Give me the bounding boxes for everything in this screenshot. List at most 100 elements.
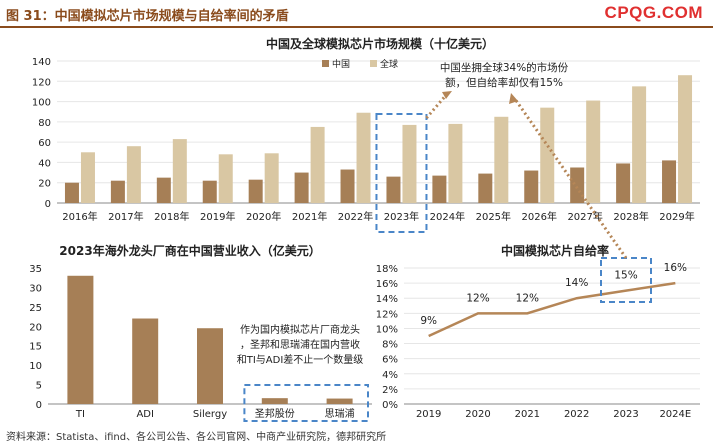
- chart1-x-tick: 2028年: [613, 210, 648, 223]
- chart1-bar-global: [448, 123, 463, 203]
- chart2-y-tick: 20: [29, 322, 42, 333]
- chart1-bar-china: [156, 177, 171, 203]
- chart2-bar: [261, 398, 288, 404]
- chart1-x-tick: 2026年: [522, 210, 557, 223]
- chart1-x-tick: 2029年: [659, 210, 694, 223]
- chart1-x-tick: 2018年: [154, 210, 189, 223]
- source-note: 资料来源：Statista、ifind、各公司公告、各公司官网、中商产业研究院，…: [6, 432, 387, 443]
- figure-title: 图 31：中国模拟芯片市场规模与自给率间的矛盾: [6, 9, 289, 24]
- chart3-x-tick: 2019: [416, 409, 441, 420]
- chart1-bar-global: [310, 126, 325, 203]
- chart2-x-tick: 思瑞浦: [325, 407, 355, 420]
- chart2-bar: [67, 275, 94, 404]
- chart1-bar-global: [586, 100, 601, 203]
- chart1-x-tick: 2021年: [292, 210, 327, 223]
- chart1-y-tick: 120: [32, 77, 51, 88]
- chart2-annotation: 和TI与ADI差不止一个数量级: [237, 353, 364, 366]
- chart3-y-tick: 0%: [382, 400, 398, 411]
- chart3-data-label: 12%: [466, 292, 489, 304]
- chart3-y-tick: 12%: [376, 309, 398, 320]
- chart3-x-tick: 2021: [515, 409, 540, 420]
- chart2-y-tick: 15: [29, 342, 42, 353]
- chart1-legend-label: 中国: [332, 58, 350, 70]
- chart3-x-tick: 2023: [613, 409, 638, 420]
- chart3-y-tick: 18%: [376, 264, 398, 275]
- chart3-y-tick: 16%: [376, 279, 398, 290]
- chart3-annotation-arrowhead: [509, 93, 518, 104]
- figure-header: 图 31：中国模拟芯片市场规模与自给率间的矛盾 CPQG.COM: [0, 0, 713, 28]
- chart1-x-tick: 2023年: [384, 210, 419, 223]
- chart1-bar-china: [386, 176, 401, 203]
- chart3-title: 中国模拟芯片自给率: [501, 243, 609, 258]
- chart1-bar-global: [80, 152, 95, 203]
- chart3-y-tick: 6%: [382, 355, 398, 366]
- chart3-x-tick: 2020: [465, 409, 490, 420]
- chart1-x-tick: 2020年: [246, 210, 281, 223]
- chart1-annotation: 额，但自给率却仅有15%: [445, 76, 563, 89]
- chart3-data-label: 14%: [565, 277, 588, 289]
- chart1-bar-china: [616, 163, 631, 203]
- chart3-y-tick: 2%: [382, 385, 398, 396]
- chart1-x-tick: 2022年: [338, 210, 373, 223]
- chart2-annotation: 作为国内模拟芯片厂商龙头: [240, 323, 360, 336]
- chart2-x-tick: Silergy: [193, 409, 227, 420]
- chart1-annotation-arrow: [425, 93, 449, 119]
- brand-logo: CPQG.COM: [604, 3, 703, 22]
- chart1-title: 中国及全球模拟芯片市场规模（十亿美元）: [266, 36, 494, 51]
- chart1-bar-global: [678, 75, 693, 203]
- chart2-x-tick: TI: [75, 409, 85, 420]
- chart1-annotation-arrowhead: [442, 91, 452, 99]
- chart1-legend-swatch: [370, 60, 377, 67]
- chart1-x-tick: 2019年: [200, 210, 235, 223]
- chart3-y-tick: 10%: [376, 324, 398, 335]
- chart2-x-tick: 圣邦股份: [255, 407, 295, 420]
- chart1-bar-global: [356, 112, 371, 203]
- chart1-x-tick: 2016年: [62, 210, 97, 223]
- chart1-bar-global: [540, 107, 555, 203]
- chart1-y-tick: 20: [38, 179, 51, 190]
- chart2-y-tick: 5: [36, 381, 42, 392]
- chart3-x-tick: 2024E: [659, 409, 691, 420]
- chart2-y-tick: 35: [29, 264, 42, 275]
- chart2-title: 2023年海外龙头厂商在中国营业收入（亿美元）: [59, 243, 320, 258]
- chart3-series-line: [428, 281, 676, 338]
- chart3-data-label: 9%: [420, 315, 437, 327]
- chart3-y-tick: 4%: [382, 370, 398, 381]
- chart1-y-tick: 140: [32, 57, 51, 68]
- chart1-y-tick: 80: [38, 118, 51, 129]
- chart1-x-tick: 2027年: [567, 210, 602, 223]
- chart2-annotation: ，圣邦和思瑞浦在国内营收: [240, 338, 360, 351]
- chart3-data-label: 12%: [516, 292, 539, 304]
- chart1-x-tick: 2025年: [476, 210, 511, 223]
- chart1-bar-china: [432, 175, 447, 203]
- chart1-bar-global: [218, 154, 233, 203]
- chart2-x-tick: ADI: [136, 409, 154, 420]
- chart1-bar-china: [248, 179, 263, 203]
- chart2-bar: [197, 328, 223, 404]
- chart3-data-label: 15%: [614, 270, 637, 282]
- chart1-bar-china: [524, 170, 539, 203]
- chart2-highlight-box: [243, 384, 369, 422]
- chart1-annotation: 中国坐拥全球34%的市场份: [440, 61, 569, 74]
- chart1-x-tick: 2024年: [430, 210, 465, 223]
- chart2-y-tick: 25: [29, 303, 42, 314]
- chart2-y-tick: 0: [36, 400, 42, 411]
- chart1-bar-china: [662, 160, 677, 203]
- chart1-bar-global: [402, 124, 417, 203]
- chart1-y-tick: 100: [32, 98, 51, 109]
- chart1-bar-global: [494, 116, 509, 203]
- chart1-legend-label: 全球: [380, 58, 398, 70]
- chart1-x-tick: 2017年: [108, 210, 143, 223]
- chart3-y-tick: 8%: [382, 340, 398, 351]
- chart1-bar-china: [202, 180, 217, 203]
- chart1-bar-global: [632, 86, 647, 203]
- chart1-bar-china: [110, 180, 125, 203]
- chart1-bar-china: [294, 172, 309, 203]
- chart1-bar-china: [64, 182, 79, 203]
- header-rule: [0, 26, 713, 28]
- chart1-bar-global: [264, 153, 279, 203]
- chart2-bar: [326, 398, 353, 404]
- chart1-bar-china: [340, 169, 355, 203]
- chart3-y-tick: 14%: [376, 294, 398, 305]
